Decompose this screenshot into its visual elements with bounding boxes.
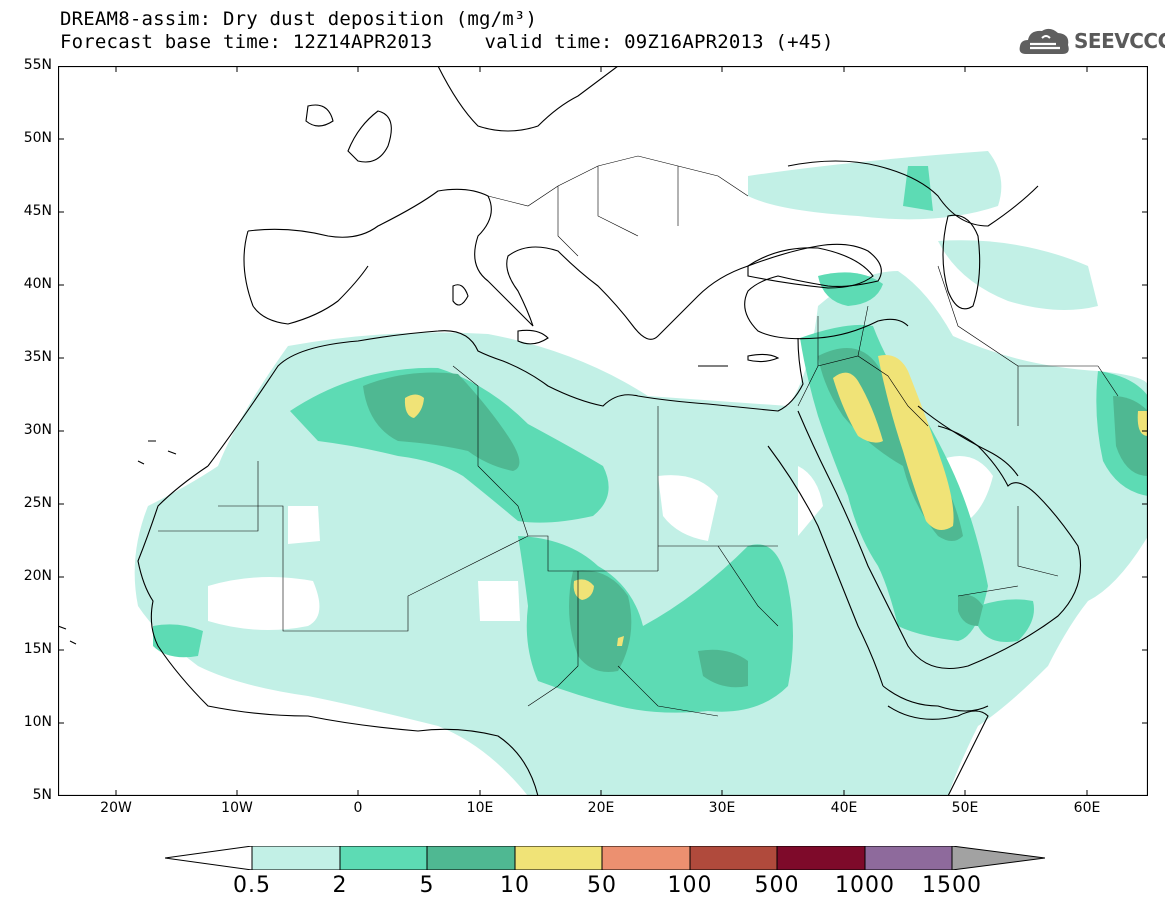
lon-label-60e: 60E (1073, 800, 1101, 816)
colorbar-label-2: 2 (332, 873, 348, 898)
lat-label-50n: 50N (23, 130, 52, 146)
colorbar-label-10: 10 (500, 873, 530, 898)
lat-label-10n: 10N (23, 714, 52, 730)
map-frame (58, 66, 1148, 796)
lon-label-50e: 50E (951, 800, 979, 816)
base-time: Forecast base time: 12Z14APR2013 (60, 31, 433, 53)
colorbar-label-5: 5 (419, 873, 435, 898)
lat-label-30n: 30N (23, 422, 52, 438)
colorbar-swatch-4 (514, 846, 603, 870)
colorbar-label-100: 100 (667, 873, 713, 898)
colorbar-swatch-2 (339, 846, 428, 870)
lat-label-15n: 15N (23, 641, 52, 657)
colorbar-swatch-7 (776, 846, 866, 870)
colorbar-label-1500: 1500 (922, 873, 982, 898)
lon-label-40e: 40E (830, 800, 858, 816)
seevccc-logo: SEEVCCC (1018, 24, 1165, 60)
colorbar-swatch-5 (601, 846, 691, 870)
dust-level-4 (404, 355, 1148, 646)
lat-label-25n: 25N (23, 495, 52, 511)
forecast-times: Forecast base time: 12Z14APR2013 valid ti… (60, 32, 834, 52)
lat-label-55n: 55N (23, 57, 52, 73)
cloud-icon (1019, 28, 1069, 54)
lat-label-5n: 5N (32, 787, 52, 803)
lon-label-10e: 10E (466, 800, 494, 816)
colorbar-swatch-6 (689, 846, 778, 870)
colorbar-swatch-3 (426, 846, 516, 870)
colorbar-high-arrow (951, 846, 1045, 870)
coastlines (58, 66, 1082, 796)
colorbar (165, 846, 1045, 870)
lon-label-20w: 20W (100, 800, 132, 816)
valid-time: valid time: 09Z16APR2013 (+45) (484, 31, 834, 53)
dust-deposition-map (58, 66, 1148, 796)
colorbar-label-50: 50 (587, 873, 617, 898)
lat-label-20n: 20N (23, 568, 52, 584)
colorbar-swatch-8 (864, 846, 953, 870)
colorbar-low-arrow (165, 846, 253, 870)
lon-label-20e: 20E (587, 800, 615, 816)
lat-label-45n: 45N (23, 203, 52, 219)
colorbar-label-0-5: 0.5 (233, 873, 271, 898)
country-borders (158, 155, 1119, 717)
lon-label-30e: 30E (708, 800, 736, 816)
tick-marks (58, 66, 1148, 796)
colorbar-label-1000: 1000 (835, 873, 895, 898)
lon-label-10w: 10W (221, 800, 253, 816)
lat-label-40n: 40N (23, 276, 52, 292)
colorbar-label-500: 500 (754, 873, 800, 898)
logo-text: SEEVCCC (1074, 29, 1165, 53)
map-title: DREAM8-assim: Dry dust deposition (mg/m³… (60, 8, 538, 30)
colorbar-swatch-1 (251, 846, 341, 870)
lat-label-35n: 35N (23, 349, 52, 365)
lon-label-0: 0 (353, 800, 363, 816)
